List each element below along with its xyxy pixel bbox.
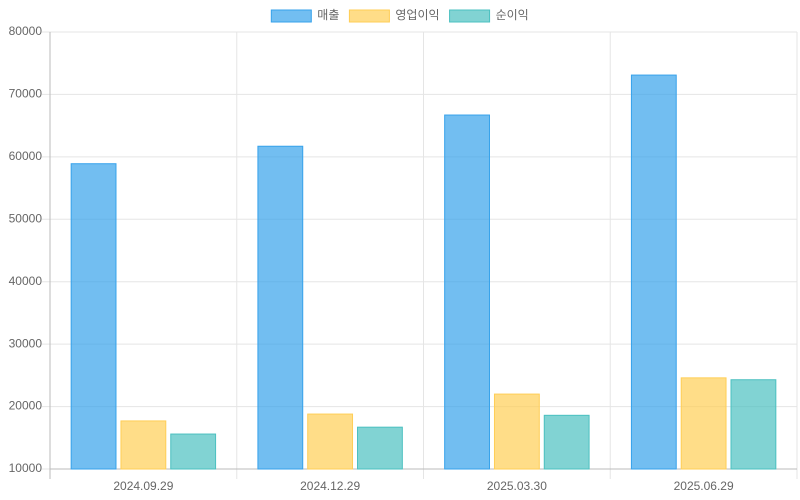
y-tick-label: 60000 [9,149,43,163]
x-tick-label: 2024.12.29 [300,479,360,493]
legend-label: 매출 [317,8,339,22]
legend-label: 영업이익 [395,8,439,22]
bar [170,433,217,470]
x-tick-label: 2025.03.30 [487,479,547,493]
y-tick-label: 30000 [9,336,43,350]
y-tick-label: 70000 [9,87,43,101]
bar [120,420,167,470]
legend-swatch [348,9,390,23]
y-tick-label: 20000 [9,399,43,413]
bar [444,114,490,470]
bar [357,426,403,470]
bar [493,393,540,470]
y-tick-label: 50000 [9,211,43,225]
y-tick-label: 10000 [9,461,43,475]
legend-label: 순이익 [496,8,529,22]
y-tick-label: 40000 [9,274,43,288]
legend-swatch [270,9,312,23]
y-tick-label: 80000 [9,24,43,38]
bar [630,74,677,470]
x-tick-label: 2024.09.29 [113,479,173,493]
legend-swatch [449,9,491,23]
bar [70,163,117,470]
bar [730,379,777,470]
bar [257,145,304,470]
bar [307,413,354,470]
bar [543,414,590,470]
bar [680,377,727,470]
x-tick-label: 2025.06.29 [674,479,734,493]
